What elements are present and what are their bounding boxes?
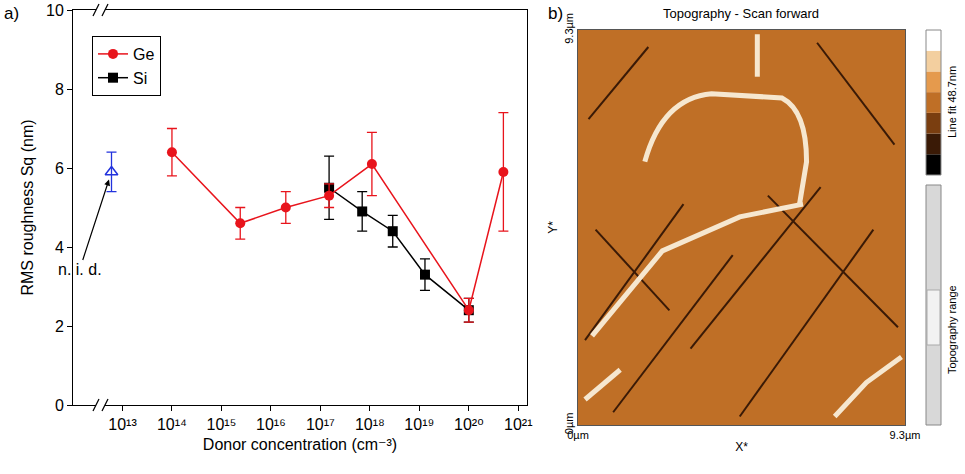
- svg-text:10¹⁸: 10¹⁸: [355, 416, 385, 433]
- svg-text:b): b): [548, 4, 563, 23]
- svg-text:10¹⁷: 10¹⁷: [306, 416, 335, 433]
- svg-text:0µm: 0µm: [563, 413, 575, 435]
- svg-text:a): a): [4, 4, 19, 23]
- svg-text:10²¹: 10²¹: [504, 416, 532, 433]
- svg-text:9.3µm: 9.3µm: [563, 13, 575, 44]
- svg-text:Donor concentration (cm⁻³): Donor concentration (cm⁻³): [203, 436, 397, 453]
- svg-text:2: 2: [55, 318, 64, 335]
- svg-text:Line fit 48.7nm: Line fit 48.7nm: [946, 66, 958, 138]
- svg-text:8: 8: [55, 81, 64, 98]
- svg-text:Ge: Ge: [133, 46, 154, 63]
- svg-text:n. i. d.: n. i. d.: [58, 261, 102, 278]
- svg-text:10¹⁴: 10¹⁴: [157, 416, 187, 433]
- svg-text:Si: Si: [133, 70, 147, 87]
- svg-text:4: 4: [55, 239, 64, 256]
- svg-text:10¹⁹: 10¹⁹: [404, 416, 434, 433]
- svg-text:10¹³: 10¹³: [108, 416, 137, 433]
- svg-text:Y*: Y*: [546, 221, 560, 234]
- svg-text:10¹⁶: 10¹⁶: [256, 416, 286, 433]
- svg-text:6: 6: [55, 160, 64, 177]
- svg-text:10¹⁵: 10¹⁵: [207, 416, 237, 433]
- svg-text:0µm: 0µm: [567, 429, 589, 441]
- svg-text:10: 10: [46, 2, 64, 19]
- svg-text:X*: X*: [735, 440, 748, 454]
- svg-text:0: 0: [55, 397, 64, 414]
- svg-text:Topography - Scan forward: Topography - Scan forward: [663, 6, 819, 21]
- svg-text:Topography range: Topography range: [946, 285, 958, 374]
- svg-text:10²⁰: 10²⁰: [454, 416, 484, 433]
- svg-text:RMS roughness Sq (nm): RMS roughness Sq (nm): [19, 119, 36, 295]
- svg-text:9.3µm: 9.3µm: [890, 429, 921, 441]
